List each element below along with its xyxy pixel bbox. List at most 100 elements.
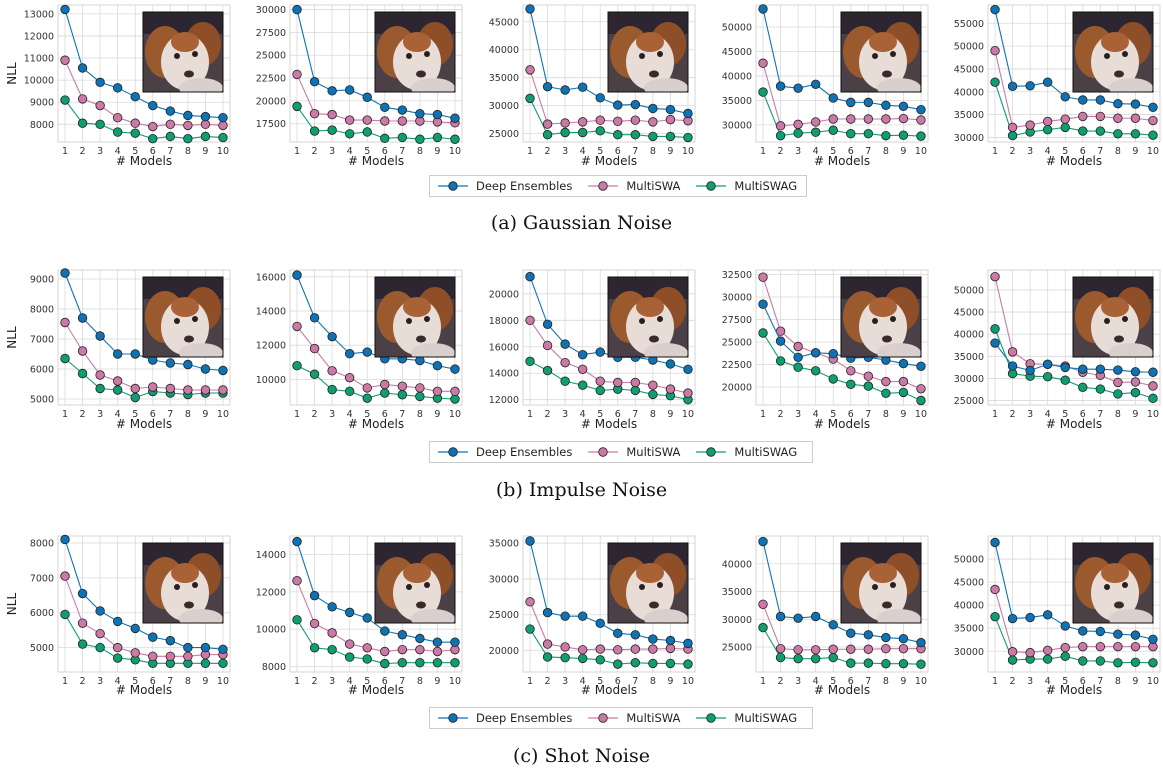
data-point xyxy=(683,659,693,669)
thumbnail-frame xyxy=(374,11,456,93)
data-point xyxy=(165,358,176,368)
data-point xyxy=(793,119,803,130)
dog-nose xyxy=(882,335,892,343)
data-point xyxy=(148,133,158,144)
y-tick-label: 35000 xyxy=(489,73,519,84)
dog-nose xyxy=(649,70,659,78)
data-point xyxy=(60,4,70,15)
y-tick-label: 10000 xyxy=(256,625,286,636)
data-point xyxy=(542,365,553,376)
data-point xyxy=(1078,364,1088,374)
data-point xyxy=(415,657,425,668)
data-point xyxy=(344,386,355,397)
data-point xyxy=(665,104,676,115)
data-point xyxy=(397,644,408,655)
y-tick-label: 45000 xyxy=(489,17,519,28)
x-tick-label: 3 xyxy=(329,409,335,420)
x-tick-label: 6 xyxy=(150,676,156,687)
x-tick-label: 2 xyxy=(312,146,318,157)
data-point xyxy=(613,659,623,669)
x-tick-label: 8 xyxy=(185,676,191,687)
plot-frame xyxy=(522,269,696,406)
dog-chest xyxy=(877,343,921,357)
dog-face xyxy=(1091,34,1139,90)
data-point xyxy=(1060,651,1070,662)
data-point xyxy=(380,658,390,669)
x-tick-label: 3 xyxy=(329,146,335,157)
data-point xyxy=(1113,129,1123,139)
x-tick-label: 3 xyxy=(795,676,801,687)
data-point xyxy=(218,120,228,131)
data-point xyxy=(183,120,193,131)
x-tick-label: 5 xyxy=(364,409,370,420)
y-tick-label: 16000 xyxy=(256,272,286,283)
data-point xyxy=(415,108,425,119)
y-tick-label: 11000 xyxy=(24,54,54,65)
data-point xyxy=(758,58,768,68)
data-point xyxy=(525,4,535,14)
data-point xyxy=(218,132,228,143)
x-tick-label: 9 xyxy=(434,409,440,420)
data-point xyxy=(1130,657,1141,668)
dog-face xyxy=(161,565,209,621)
data-point xyxy=(1042,116,1053,127)
data-point xyxy=(60,571,70,581)
data-point xyxy=(148,382,158,392)
plot-frame xyxy=(987,535,1161,673)
noisy-image-thumbnail xyxy=(608,12,688,92)
data-point xyxy=(758,622,768,633)
data-point xyxy=(77,618,88,628)
data-point xyxy=(525,597,535,607)
chart-panel: 30000 35000 40000 45000 50000 55000 1 2 3 4 5 6 7 8 9 1… xyxy=(954,4,1161,168)
data-point xyxy=(828,652,838,663)
x-tick-label: 4 xyxy=(580,676,586,687)
data-point xyxy=(828,125,838,135)
dog-face xyxy=(161,34,209,90)
dog-eye-left xyxy=(406,318,412,324)
series-line xyxy=(529,540,689,644)
chart-panel: 8000 10000 12000 14000 1 2 3 4 5 6 7 8 9 10 # Models xyxy=(256,535,463,697)
data-point xyxy=(327,644,337,655)
y-tick-label: 20000 xyxy=(489,289,519,300)
dog-forehead xyxy=(403,32,431,52)
x-tick-label: 9 xyxy=(202,676,208,687)
data-point xyxy=(165,119,176,130)
data-point xyxy=(1130,641,1141,652)
dog-face xyxy=(626,34,674,90)
x-tick-label: 2 xyxy=(1010,676,1016,687)
data-point xyxy=(1042,77,1053,87)
dog-forehead xyxy=(403,563,431,583)
data-point xyxy=(916,105,926,115)
x-tick-label: 9 xyxy=(1132,409,1138,420)
data-point xyxy=(450,657,460,668)
dog-nose xyxy=(416,335,426,343)
data-point xyxy=(1025,612,1035,623)
data-point xyxy=(309,126,320,136)
x-tick-label: 5 xyxy=(830,676,836,687)
data-point xyxy=(542,639,553,649)
dog-forehead xyxy=(869,297,897,317)
data-point xyxy=(200,119,211,130)
x-tick-label: 9 xyxy=(900,146,906,157)
legend-item-multiswa: MultiSWA xyxy=(588,711,680,725)
x-tick-label: 8 xyxy=(883,409,889,420)
x-tick-label: 9 xyxy=(667,676,673,687)
data-point xyxy=(525,315,535,325)
data-point xyxy=(1113,98,1123,109)
x-tick-label: 8 xyxy=(417,146,423,157)
dog-eye-right xyxy=(192,51,198,57)
data-point xyxy=(916,384,926,394)
data-point xyxy=(630,115,641,125)
dog-nose xyxy=(882,70,892,78)
thumbnail-frame xyxy=(607,276,689,358)
y-tick-label: 35000 xyxy=(722,587,752,598)
data-point xyxy=(630,644,641,654)
data-point xyxy=(112,127,123,137)
data-point xyxy=(112,653,123,663)
y-tick-label: 30000 xyxy=(722,293,752,304)
data-point xyxy=(432,132,443,143)
x-axis-label: # Models xyxy=(581,417,637,431)
data-point xyxy=(846,114,856,124)
y-tick-label: 35000 xyxy=(722,96,752,107)
data-point xyxy=(218,112,228,123)
